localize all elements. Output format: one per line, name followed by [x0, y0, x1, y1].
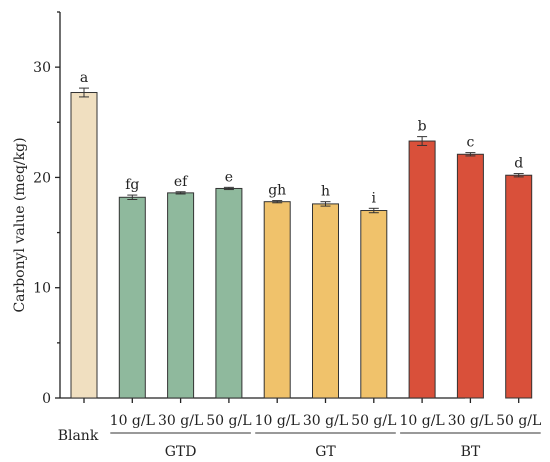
- bar: [70, 92, 98, 399]
- y-tick-label: 30: [33, 60, 51, 76]
- significance-letter: fg: [125, 177, 139, 193]
- x-tick-label: 10 g/L: [110, 413, 155, 429]
- x-tick-label: 30 g/L: [303, 413, 348, 429]
- labels: a Blank fg 10 g/L ef 30 g/L e 50 g/L gh 10 g/L h 30…: [58, 70, 542, 460]
- bar: [263, 201, 291, 399]
- significance-letter: h: [321, 184, 330, 200]
- significance-letter: c: [466, 135, 474, 151]
- bar: [505, 174, 533, 399]
- y-tick-label: 10: [33, 281, 51, 297]
- bar: [312, 203, 339, 399]
- x-tick-label: 10 g/L: [255, 413, 300, 429]
- bar: [360, 210, 388, 399]
- bar: [456, 153, 484, 399]
- x-tick-label: 50 g/L: [351, 413, 396, 429]
- significance-letter: e: [225, 169, 233, 185]
- significance-letter: i: [372, 190, 377, 206]
- x-tick-label: 30 g/L: [158, 413, 203, 429]
- significance-letter: d: [514, 156, 523, 172]
- group-label: BT: [461, 444, 481, 460]
- group-label: GTD: [165, 444, 197, 460]
- x-tick-label: 50 g/L: [496, 413, 541, 429]
- significance-letter: b: [418, 119, 427, 135]
- bar: [167, 192, 195, 399]
- significance-letter: ef: [174, 174, 189, 190]
- bar: [118, 196, 146, 399]
- significance-letter: a: [80, 70, 88, 86]
- x-tick-label: 30 g/L: [448, 413, 493, 429]
- y-tick-label: 0: [42, 391, 51, 407]
- bars: [70, 87, 533, 399]
- y-axis-label: Carbonyl value (meq/kg): [12, 137, 28, 312]
- bar: [408, 140, 436, 399]
- x-tick-label: Blank: [58, 428, 99, 444]
- bar: [215, 187, 243, 399]
- x-tick-label: 10 g/L: [399, 413, 444, 429]
- significance-letter: gh: [268, 183, 286, 199]
- y-tick-label: 20: [33, 170, 51, 186]
- x-tick-label: 50 g/L: [206, 413, 251, 429]
- group-label: GT: [315, 444, 336, 460]
